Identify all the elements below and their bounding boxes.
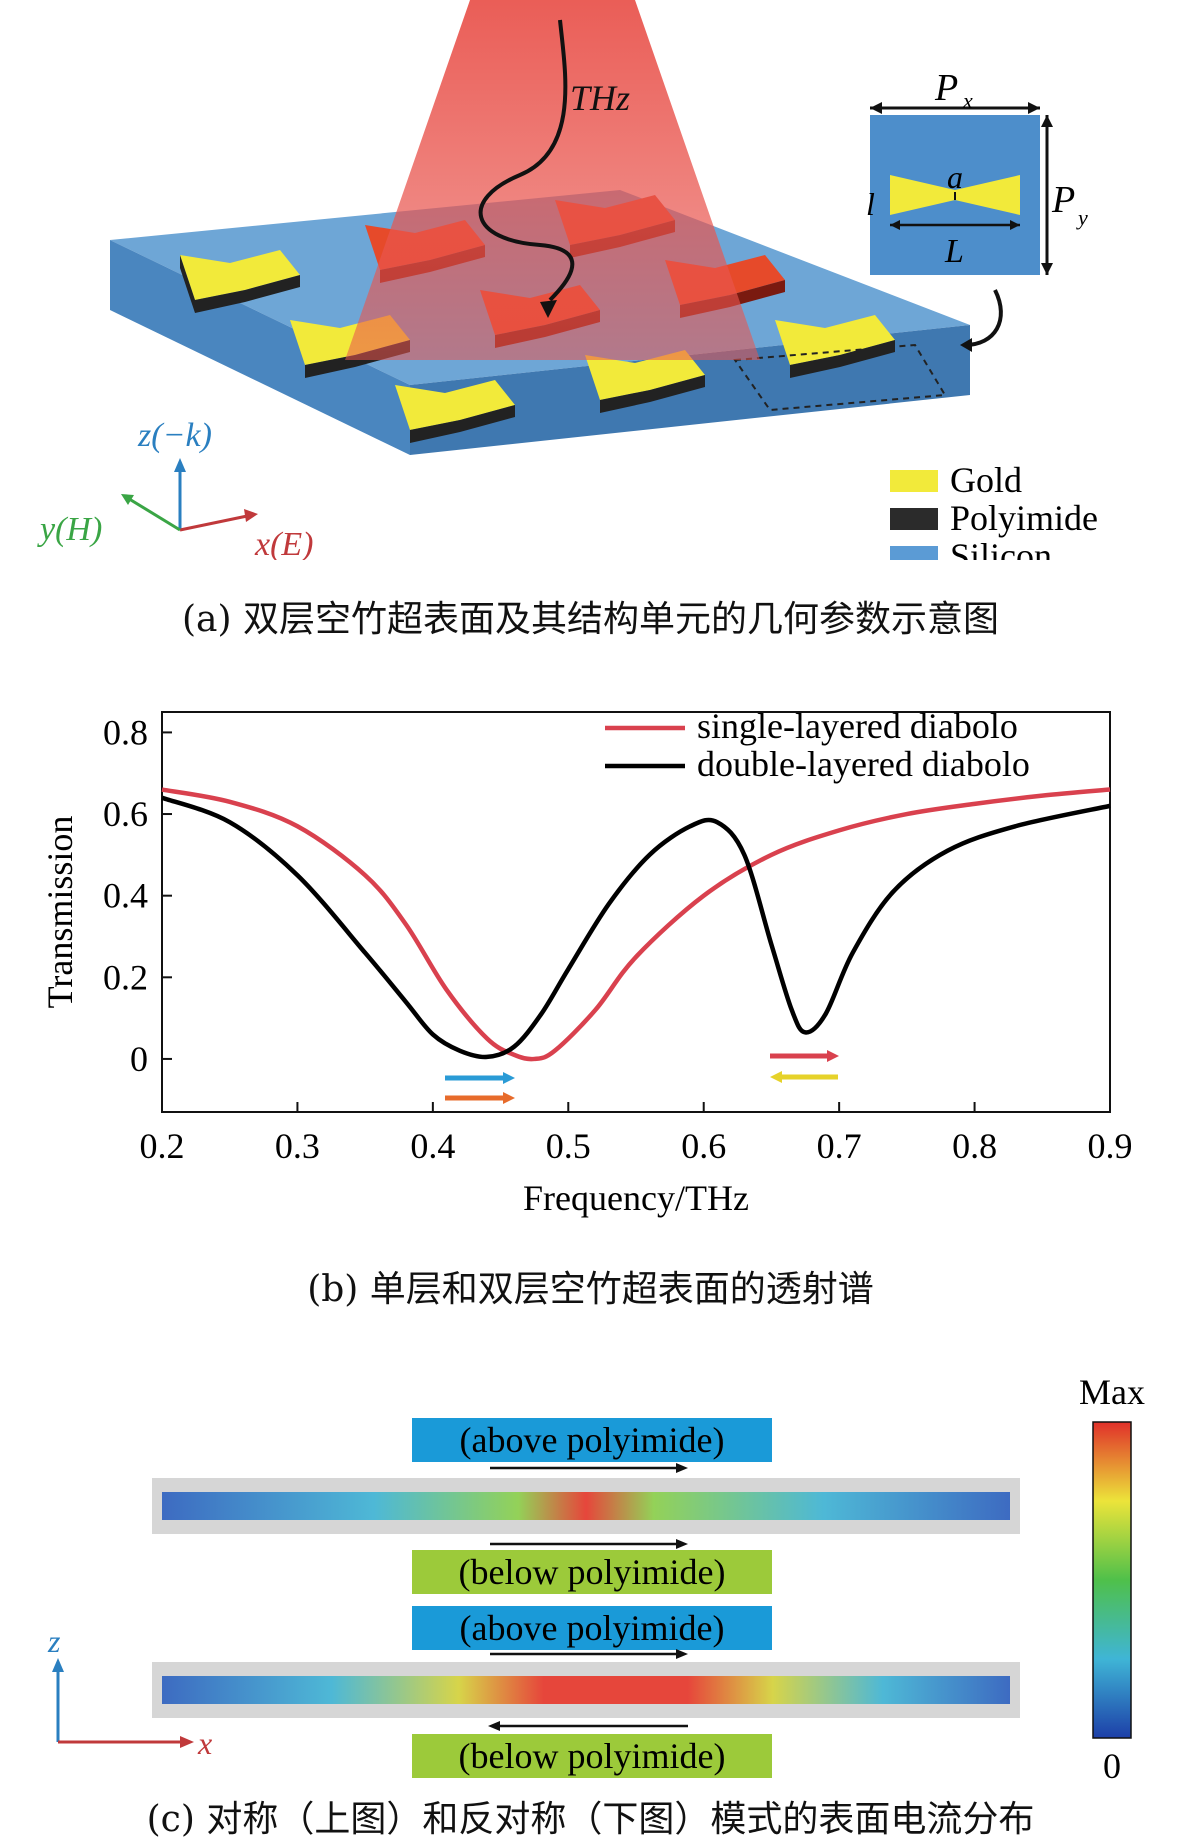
y-ticks: 0 0.2 0.4 0.6 0.8 xyxy=(103,712,172,1079)
colorbar-max: Max xyxy=(1079,1372,1145,1412)
legend-label: double-layered diabolo xyxy=(697,744,1030,784)
arrow-blue xyxy=(503,1072,515,1084)
x-tick-label: 0.7 xyxy=(817,1126,862,1166)
arrow-above-1 xyxy=(676,1463,688,1473)
legend-gold: Gold xyxy=(950,460,1022,500)
legend-silicon: Silicon xyxy=(950,536,1052,560)
svg-text:x: x xyxy=(962,88,973,113)
axis-z-label: z xyxy=(47,1623,61,1659)
y-tick-label: 0.2 xyxy=(103,957,148,997)
series-line-double xyxy=(161,795,1111,1060)
svg-text:l: l xyxy=(866,186,875,222)
current-map-antisymmetric xyxy=(162,1676,1010,1704)
axis-x-label: x xyxy=(197,1725,212,1761)
panel-a: THz P x P y a l L z(−k) y(H) x(E) Gold P… xyxy=(0,0,1181,576)
label-box-above-1 xyxy=(412,1418,772,1462)
legend-label: single-layered diabolo xyxy=(697,706,1018,746)
thz-wave xyxy=(478,19,575,302)
label-above-2: (above polyimide) xyxy=(460,1608,725,1648)
arrow-below-1 xyxy=(676,1539,688,1549)
label-above-1: (above polyimide) xyxy=(460,1420,725,1460)
x-tick-label: 0.2 xyxy=(140,1126,185,1166)
arrow-below-2 xyxy=(488,1721,500,1731)
transmission-chart: 0.2 0.3 0.4 0.5 0.6 0.7 0.8 0.9 0 0.2 0.4 0.6 0.8 s… xyxy=(40,706,1133,1218)
svg-text:P: P xyxy=(1051,179,1075,221)
caption-c: (c) 对称（上图）和反对称（下图）模式的表面电流分布 xyxy=(146,1799,1035,1840)
z-axis-label: z(−k) xyxy=(137,417,212,454)
silicon-slab-left xyxy=(110,240,410,455)
x-ticks: 0.2 0.3 0.4 0.5 0.6 0.7 0.8 0.9 xyxy=(140,1102,1133,1166)
colorbar-min: 0 xyxy=(1103,1746,1121,1786)
y-tick-label: 0.8 xyxy=(103,712,148,752)
series-line-single xyxy=(161,787,1111,1062)
metasurface-schematic: THz P x P y a l L z(−k) y(H) x(E) Gold P… xyxy=(37,0,1098,576)
arrow-red xyxy=(827,1050,839,1062)
legend-polyimide: Polyimide xyxy=(950,498,1098,538)
x-axis-title: Frequency/THz xyxy=(523,1178,749,1218)
x-tick-label: 0.5 xyxy=(546,1126,591,1166)
label-below-1: (below polyimide) xyxy=(459,1552,726,1592)
legend-swatch-silicon xyxy=(890,546,938,568)
x-tick-label: 0.3 xyxy=(275,1126,320,1166)
legend-swatch-polyimide xyxy=(890,508,938,530)
surface-current-maps: (above polyimide) (below polyimide) (abo… xyxy=(47,1372,1145,1786)
series-lines xyxy=(161,787,1111,1062)
unit-cell-selection xyxy=(733,343,947,412)
svg-text:P: P xyxy=(934,67,958,109)
label-box-below-1 xyxy=(412,1550,772,1594)
colorbar xyxy=(1092,1421,1132,1739)
x-axis-label: x(E) xyxy=(254,526,314,560)
legend-swatch-gold xyxy=(890,470,938,492)
x-tick-label: 0.9 xyxy=(1088,1126,1133,1166)
mode-arrows xyxy=(445,1050,839,1104)
y-tick-label: 0.4 xyxy=(103,876,148,916)
panel-b: 0.2 0.3 0.4 0.5 0.6 0.7 0.8 0.9 0 0.2 0.4 0.6 0.8 s… xyxy=(0,690,1181,1230)
thz-beam xyxy=(345,0,760,360)
inset-link-arrow xyxy=(964,289,1003,347)
x-tick-label: 0.6 xyxy=(681,1126,726,1166)
y-axis-title: Transmission xyxy=(40,816,80,1009)
y-tick-label: 0 xyxy=(130,1039,148,1079)
svg-text:a: a xyxy=(947,159,963,195)
x-tick-label: 0.4 xyxy=(410,1126,455,1166)
plot-frame xyxy=(161,711,1111,1113)
caption-a: (a) 双层空竹超表面及其结构单元的几何参数示意图 xyxy=(182,599,999,640)
material-legend: Gold Polyimide Silicon xyxy=(890,460,1098,576)
arrow-yellow xyxy=(770,1071,782,1083)
svg-text:L: L xyxy=(944,233,964,270)
y-axis-label: y(H) xyxy=(37,511,102,548)
x-tick-label: 0.8 xyxy=(952,1126,997,1166)
label-box-above-2 xyxy=(412,1606,772,1650)
arrow-orange xyxy=(503,1092,515,1104)
y-tick-label: 0.6 xyxy=(103,794,148,834)
caption-b: (b) 单层和双层空竹超表面的透射谱 xyxy=(307,1269,874,1310)
current-map-symmetric xyxy=(162,1492,1010,1520)
beam-label: THz xyxy=(570,78,630,118)
svg-text:y: y xyxy=(1076,205,1088,230)
arrow-above-2 xyxy=(676,1649,688,1659)
panel-c: (above polyimide) (below polyimide) (abo… xyxy=(0,1360,1181,1840)
label-box-below-2 xyxy=(412,1734,772,1778)
label-below-2: (below polyimide) xyxy=(459,1736,726,1776)
